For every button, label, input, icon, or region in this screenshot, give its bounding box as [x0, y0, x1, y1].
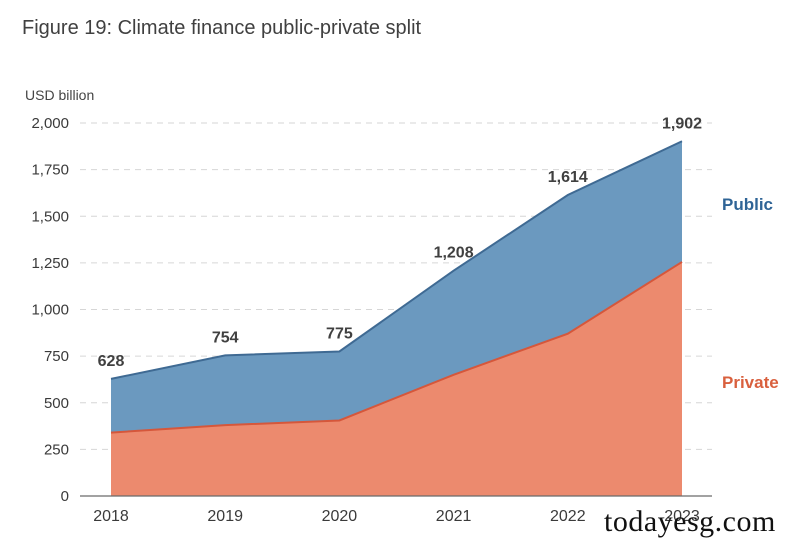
y-tick-label: 1,750	[31, 162, 69, 179]
y-tick-label: 250	[44, 441, 69, 458]
x-tick-label: 2022	[550, 508, 586, 525]
y-tick-label: 2,000	[31, 115, 69, 132]
y-tick-label: 750	[44, 348, 69, 365]
legend-public: Public	[722, 195, 773, 214]
total-line	[110, 140, 683, 380]
y-tick-label: 1,000	[31, 302, 69, 319]
total-data-label: 1,614	[548, 169, 588, 186]
total-data-label: 754	[212, 329, 239, 346]
y-tick-label: 1,250	[31, 255, 69, 272]
x-tick-label: 2021	[436, 508, 472, 525]
total-data-label: 628	[98, 353, 125, 370]
x-tick-label: 2023	[664, 508, 700, 525]
total-data-label: 1,208	[434, 245, 474, 262]
legend-private: Private	[722, 373, 779, 392]
private-area	[111, 261, 682, 496]
watermark-text: todayesg.com	[604, 505, 776, 538]
chart-title: Figure 19: Climate finance public-privat…	[22, 17, 422, 39]
y-axis-unit-label: USD billion	[25, 87, 95, 103]
total-data-label: 775	[326, 325, 353, 342]
y-tick-label: 0	[61, 488, 69, 505]
x-tick-label: 2018	[93, 508, 129, 525]
total-data-label: 1,902	[662, 115, 702, 132]
y-tick-label: 1,500	[31, 208, 69, 225]
x-tick-label: 2020	[322, 508, 358, 525]
x-tick-label: 2019	[207, 508, 243, 525]
private-line	[110, 261, 683, 434]
y-tick-label: 500	[44, 395, 69, 412]
